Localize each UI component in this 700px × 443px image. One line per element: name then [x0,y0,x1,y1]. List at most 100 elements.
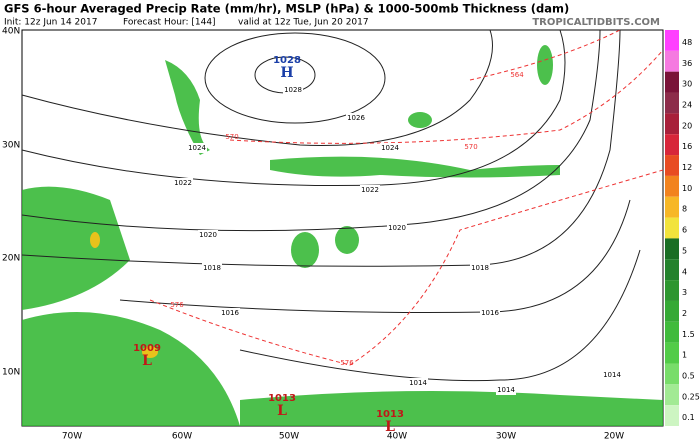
isobar-label: 1014 [497,386,515,394]
label-backing [408,378,428,388]
isobar-label: 1020 [199,231,217,239]
colorbar-label: 16 [682,142,692,151]
center-pressure: 1013 [268,393,296,404]
colorbar-swatch [665,259,679,281]
colorbar-swatch [665,363,679,385]
precip-area [270,156,560,178]
init-time: Init: 12z Jun 14 2017 [4,18,97,28]
title: GFS 6-hour Averaged Precip Rate (mm/hr),… [4,2,569,16]
isobar [239,249,641,382]
label-backing [220,308,240,318]
label-backing [470,263,490,273]
label-backing [496,385,516,395]
center-symbol: H [280,65,293,81]
colorbar-label: 10 [682,184,692,193]
precip [22,45,663,426]
precip-area [537,45,553,85]
colorbar-label: 1.5 [682,330,695,339]
precip-area [165,60,210,155]
colorbar-label: 20 [682,121,692,130]
colorbar-label: 0.1 [682,413,695,422]
label-backing [202,263,222,273]
colorbar-label: 3 [682,288,687,297]
isobar-label: 1014 [603,371,621,379]
thickness-line [149,169,664,366]
colorbar-label: 8 [682,205,687,214]
colorbar-swatch [665,217,679,239]
isobar-label: 1022 [361,186,379,194]
forecast-hour: Forecast Hour: [144] [123,18,216,28]
precip-area [291,232,319,268]
colorbar-swatch [665,30,679,51]
colorbar-swatch [665,113,679,135]
precip-area [240,391,663,426]
isobar [21,29,621,267]
isobar [21,29,493,146]
colorbar-swatch [665,280,679,301]
center-symbol: L [385,419,395,435]
colorbar-label: 48 [682,38,692,47]
isobar-label: 1024 [381,144,399,152]
label-backing [346,113,366,123]
isobar [119,199,631,313]
latitude-label: 20N [2,254,20,264]
longitude-label: 50W [279,432,299,442]
colorbar-swatch [665,300,679,322]
colorbar-swatch [665,134,679,156]
isobar-label: 1018 [471,264,489,272]
label-backing [380,143,400,153]
label-backing [198,230,218,240]
isobar-label: 1018 [203,264,221,272]
thickness-line [229,49,664,144]
colorbar-label: 4 [682,267,687,276]
colorbar-swatch [665,384,679,406]
thickness-label: 564 [510,71,524,79]
thickness-label: 570 [464,143,477,151]
thickness-label: 570 [225,133,238,141]
colorbar-label: 24 [682,101,692,110]
center-symbol: L [142,353,152,369]
thickness-lines [149,29,664,366]
thickness-label: 576 [340,359,354,367]
precip-area [335,226,359,254]
label-backing [187,143,207,153]
isobars [21,29,641,382]
latitude-label: 10N [2,368,20,378]
colorbar-label: 6 [682,226,687,235]
colorbar-swatch [665,196,679,218]
colorbar-swatch [665,321,679,343]
isobar-label: 1014 [409,379,427,387]
colorbar-label: 0.5 [682,371,695,380]
longitude-label: 30W [496,432,516,442]
colorbar-label: 2 [682,309,687,318]
colorbar-label: 5 [682,246,687,255]
heavy-precip [90,232,100,248]
longitude-label: 70W [62,432,82,442]
colorbar-label: 12 [682,163,692,172]
colorbar-swatch [665,71,679,93]
isobar-label: 1024 [188,144,206,152]
longitude-label: 20W [604,432,624,442]
colorbar-swatch [665,92,679,114]
latitude-label: 30N [2,141,20,151]
colorbar-label: 30 [682,80,692,89]
label-backing [360,185,380,195]
colorbar-swatch [665,342,679,364]
isobar-label: 1016 [221,309,239,317]
latitude-label: 40N [2,27,20,37]
colorbar-label: 0.25 [682,392,700,401]
center-pressure: 1028 [273,55,301,66]
label-backing [480,308,500,318]
colorbar-label: 36 [682,59,692,68]
heavy-precip [142,346,158,358]
label-backing [173,178,193,188]
label-backing [602,370,622,380]
site-credit: TROPICALTIDBITS.COM [532,17,660,28]
isobar-label: 1016 [481,309,499,317]
label-backing [387,223,407,233]
center-pressure: 1009 [133,343,161,354]
isobar [204,32,386,124]
map-area [21,29,664,427]
precip-area [22,186,130,310]
